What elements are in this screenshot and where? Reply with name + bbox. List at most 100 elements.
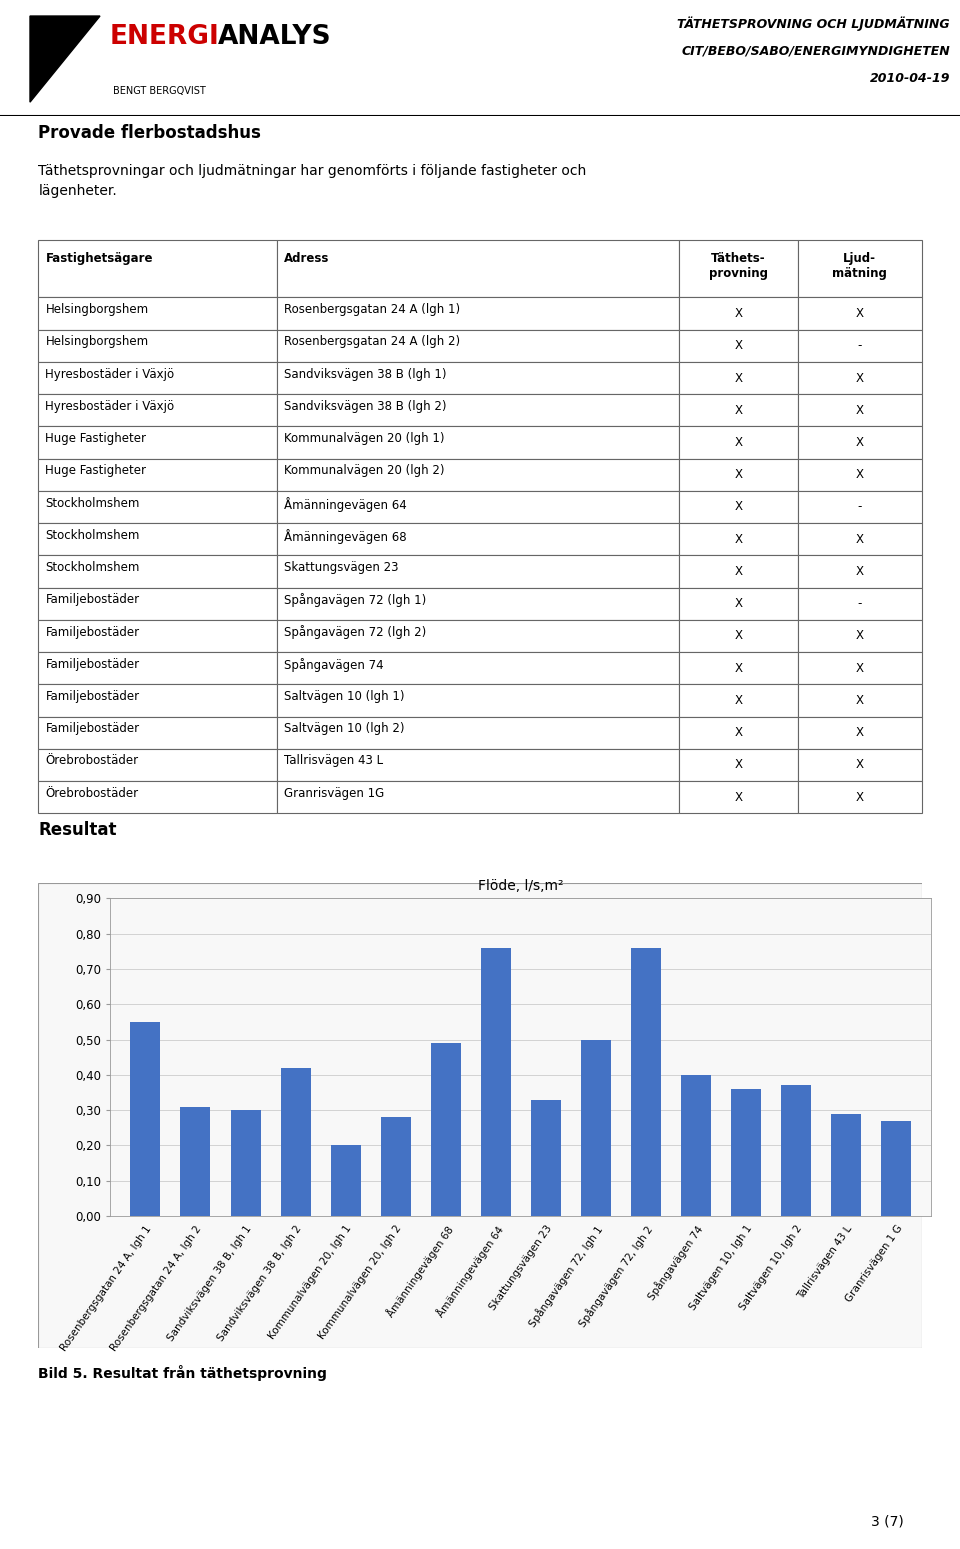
Text: Sandviksvägen 38 B (lgh 1): Sandviksvägen 38 B (lgh 1) [284,367,446,381]
Text: -: - [857,598,862,610]
Text: X: X [734,339,742,352]
Bar [679,426,798,459]
Bar [38,555,276,587]
Text: Spångavägen 74: Spångavägen 74 [284,658,384,672]
Text: X: X [734,468,742,482]
Bar [38,587,276,620]
Bar [798,524,922,556]
Bar [679,748,798,781]
Bar [679,685,798,717]
Text: Stockholmshem: Stockholmshem [45,528,140,542]
Text: X: X [734,500,742,513]
Bar [38,748,276,781]
Bar [276,717,679,748]
Text: Kommunalvägen 20 (lgh 1): Kommunalvägen 20 (lgh 1) [284,432,444,445]
Text: ENERGI: ENERGI [110,25,220,50]
Bar [798,685,922,717]
Bar [531,1100,561,1216]
Bar [798,459,922,491]
Text: ANALYS: ANALYS [218,25,331,50]
Text: X: X [855,565,864,578]
Text: X: X [734,565,742,578]
Bar [679,362,798,393]
Bar [731,1089,761,1216]
Text: CIT/BEBO/SABO/ENERGIMYNDIGHETEN: CIT/BEBO/SABO/ENERGIMYNDIGHETEN [682,43,950,57]
Bar [798,426,922,459]
Bar [481,948,511,1216]
Bar [798,491,922,524]
Bar [276,362,679,393]
Text: X: X [734,372,742,384]
Text: 3 (7): 3 (7) [871,1515,904,1529]
Bar [798,555,922,587]
Text: Familjebostäder: Familjebostäder [45,593,139,606]
Bar [280,1067,311,1216]
Bar [276,297,679,330]
Bar [276,426,679,459]
Text: Helsingborgshem: Helsingborgshem [45,336,149,349]
Text: Familjebostäder: Familjebostäder [45,722,139,736]
Bar [679,717,798,748]
Bar [798,362,922,393]
Title: Flöde, l/s,m²: Flöde, l/s,m² [478,880,564,894]
Bar [38,781,276,813]
Bar [679,393,798,426]
Text: Skattungsvägen 23: Skattungsvägen 23 [284,561,398,575]
Bar [276,459,679,491]
Bar [38,297,276,330]
Text: X: X [734,307,742,321]
Bar [330,1145,361,1216]
Text: X: X [855,726,864,739]
Text: Hyresbostäder i Växjö: Hyresbostäder i Växjö [45,400,175,414]
Text: Tallrisvägen 43 L: Tallrisvägen 43 L [284,754,383,767]
Text: Rosenbergsgatan 24 A (lgh 1): Rosenbergsgatan 24 A (lgh 1) [284,304,460,316]
Text: X: X [734,790,742,804]
Text: X: X [734,598,742,610]
Bar [276,555,679,587]
Bar [679,491,798,524]
Text: X: X [855,372,864,384]
Text: BENGT BERGQVIST: BENGT BERGQVIST [113,87,205,96]
Text: -: - [857,339,862,352]
Bar [881,1121,911,1216]
Text: Adress: Adress [284,251,329,265]
Bar [679,240,798,297]
Bar [276,524,679,556]
Bar [276,240,679,297]
Bar [276,748,679,781]
Bar [38,717,276,748]
Text: X: X [855,759,864,771]
Text: 2010-04-19: 2010-04-19 [870,73,950,85]
Text: Stockholmshem: Stockholmshem [45,497,140,510]
Text: Örebrobostäder: Örebrobostäder [45,787,138,799]
Bar [798,330,922,362]
Bar [131,1022,160,1216]
Bar [798,748,922,781]
Bar [38,240,276,297]
Text: Täthetsprovningar och ljudmätningar har genomförts i följande fastigheter och
lä: Täthetsprovningar och ljudmätningar har … [38,164,587,198]
Bar [798,393,922,426]
Text: Spångavägen 72 (lgh 1): Spångavägen 72 (lgh 1) [284,593,426,607]
Bar [276,330,679,362]
Text: Familjebostäder: Familjebostäder [45,658,139,671]
Text: Bild 5. Resultat från täthetsprovning: Bild 5. Resultat från täthetsprovning [38,1365,327,1380]
Text: -: - [857,500,862,513]
Text: Helsingborgshem: Helsingborgshem [45,304,149,316]
Bar [781,1086,811,1216]
Bar [431,1042,461,1216]
Bar [38,362,276,393]
Text: Provade flerbostadshus: Provade flerbostadshus [38,124,261,143]
Text: X: X [855,307,864,321]
Bar [38,685,276,717]
Bar [631,948,660,1216]
Text: X: X [734,404,742,417]
Text: X: X [855,629,864,643]
Text: X: X [734,759,742,771]
Text: X: X [734,661,742,675]
Text: Huge Fastigheter: Huge Fastigheter [45,465,147,477]
Text: Resultat: Resultat [38,821,117,840]
Text: Åmänningevägen 68: Åmänningevägen 68 [284,528,406,544]
Bar [38,330,276,362]
Text: Åmänningevägen 64: Åmänningevägen 64 [284,497,407,511]
Bar [230,1111,260,1216]
